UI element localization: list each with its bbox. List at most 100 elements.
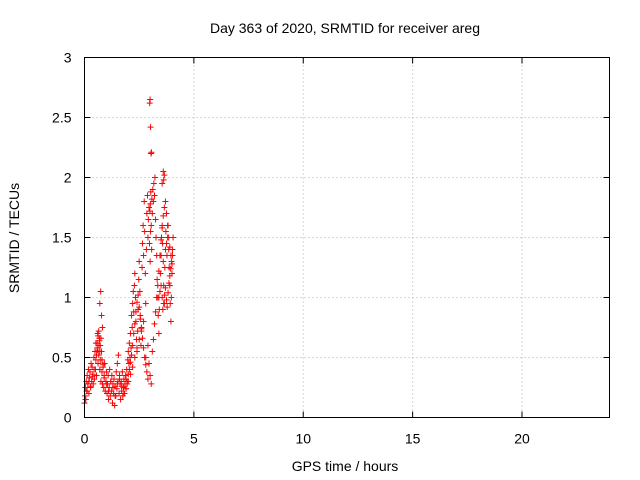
x-tick-label: 0 (81, 431, 89, 447)
data-point (134, 344, 140, 351)
data-point (118, 383, 125, 390)
y-tick-label: 0 (64, 410, 72, 426)
data-point (148, 149, 155, 156)
data-point (129, 300, 136, 307)
data-points (81, 96, 177, 409)
data-point (123, 376, 130, 383)
data-point (143, 246, 150, 253)
data-point (147, 258, 154, 265)
data-point (160, 168, 167, 175)
data-point (131, 270, 138, 277)
data-point (106, 366, 113, 373)
data-point (158, 282, 165, 289)
data-point (131, 282, 138, 289)
data-point (140, 222, 147, 229)
data-point (84, 388, 91, 395)
data-point (166, 264, 173, 271)
y-tick-label: 2.5 (52, 110, 72, 126)
data-point (147, 228, 154, 235)
data-point (146, 240, 153, 247)
data-point (144, 192, 151, 199)
data-point (116, 376, 123, 383)
data-point (117, 396, 124, 403)
data-point (107, 378, 114, 385)
data-point (160, 176, 167, 183)
data-point (128, 312, 135, 319)
data-point (114, 360, 121, 367)
data-point (93, 372, 100, 379)
data-point (111, 402, 118, 409)
data-point (114, 380, 121, 387)
chart-title: Day 363 of 2020, SRMTID for receiver are… (210, 20, 480, 36)
data-point (113, 368, 120, 375)
data-point (160, 212, 167, 219)
data-point (126, 366, 133, 373)
data-point (97, 288, 104, 295)
data-point (101, 360, 108, 367)
data-point (155, 330, 162, 337)
data-point (112, 392, 119, 399)
data-point (132, 308, 139, 315)
data-point (124, 380, 131, 387)
data-point (97, 335, 104, 342)
data-point (91, 366, 98, 373)
data-point (156, 288, 163, 295)
data-point (95, 360, 102, 367)
data-point (141, 354, 148, 361)
data-point (159, 306, 166, 313)
data-point (163, 240, 170, 247)
data-point (159, 180, 166, 187)
data-point (88, 360, 95, 367)
data-point (129, 364, 136, 371)
data-point (169, 246, 176, 253)
data-point (146, 204, 153, 211)
data-point (100, 361, 107, 368)
data-point (131, 320, 138, 327)
data-point (139, 240, 146, 247)
data-point (164, 222, 171, 229)
x-axis-title: GPS time / hours (292, 458, 399, 474)
data-point (134, 299, 140, 306)
data-point (143, 210, 150, 217)
data-point (111, 376, 118, 383)
data-point (168, 258, 175, 265)
x-tick-label: 5 (190, 431, 198, 447)
data-point (136, 304, 143, 311)
data-point (162, 284, 169, 291)
data-point (131, 354, 138, 361)
data-point (145, 216, 152, 223)
grid-lines (84, 57, 610, 418)
data-point (87, 383, 94, 390)
data-point (155, 268, 162, 275)
data-point (158, 236, 165, 243)
x-tick-labels: 0 5 10 15 20 (81, 431, 530, 447)
data-point (154, 276, 161, 283)
data-point (130, 330, 137, 337)
data-point (98, 312, 105, 319)
data-point (138, 325, 145, 332)
x-tick-label: 20 (514, 431, 530, 447)
data-point (136, 336, 143, 343)
data-point (143, 368, 150, 375)
data-point (149, 348, 156, 355)
data-point (141, 198, 148, 205)
data-point (93, 352, 100, 359)
data-point (115, 352, 122, 359)
data-point (97, 342, 104, 349)
data-point (152, 216, 159, 223)
data-point (150, 336, 157, 343)
data-point (125, 371, 132, 378)
data-point (142, 300, 149, 307)
data-point (100, 384, 107, 391)
data-point (128, 352, 135, 359)
data-point (166, 272, 173, 279)
data-point (147, 188, 154, 195)
data-point (89, 373, 96, 380)
data-point (161, 172, 168, 179)
data-point (126, 340, 133, 347)
data-point (146, 360, 153, 367)
data-point (159, 224, 166, 231)
data-point (161, 292, 168, 299)
data-point (99, 324, 106, 331)
